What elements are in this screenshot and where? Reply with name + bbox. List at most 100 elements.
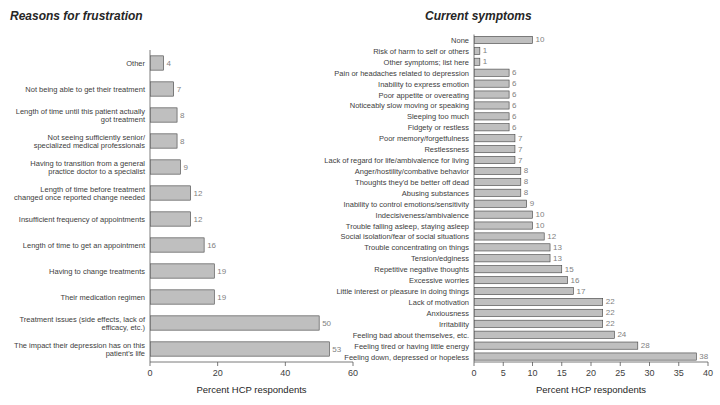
category-label: Not seeing sufficiently senior/specializ… xyxy=(34,132,146,150)
bar xyxy=(474,222,533,229)
category-label-line: Anger/hostility/combative behavior xyxy=(355,166,470,175)
category-label: Indecisiveness/ambivalence xyxy=(376,210,469,219)
bar xyxy=(474,320,603,327)
y-axis-line xyxy=(150,50,151,362)
bar xyxy=(150,212,191,226)
category-label-line: Insufficient frequency of appointments xyxy=(19,215,145,224)
x-tick-label: 35 xyxy=(674,368,684,378)
category-label-line: Other symptoms; list here xyxy=(384,57,469,66)
category-label-line: Little interest or pleasure in doing thi… xyxy=(336,287,469,296)
bar xyxy=(474,102,509,109)
x-tick-label: 40 xyxy=(703,368,713,378)
x-tick xyxy=(474,362,475,366)
x-tick-label: 0 xyxy=(147,368,152,378)
x-axis-line xyxy=(150,362,353,363)
category-label: Fidgety or restless xyxy=(408,123,470,132)
data-label: 8 xyxy=(524,166,529,175)
bar xyxy=(474,189,521,196)
category-label-line: Fidgety or restless xyxy=(408,123,470,132)
category-label: The impact their depression has on thisp… xyxy=(14,340,145,358)
x-tick-label: 30 xyxy=(644,368,654,378)
data-label: 12 xyxy=(194,189,203,198)
x-tick xyxy=(353,362,354,366)
category-label-line: Trouble falling asleep, staying asleep xyxy=(346,221,469,230)
category-label: Length of time before treatmentchanged o… xyxy=(14,184,146,202)
data-label: 7 xyxy=(177,85,182,94)
category-label-line: efficacy, etc.) xyxy=(102,323,146,332)
category-label-line: changed once reported change needed xyxy=(14,193,145,202)
category-label: Repetitive negative thoughts xyxy=(374,265,469,274)
category-label-line: Feeling down, depressed or hopeless xyxy=(344,352,469,361)
bar xyxy=(474,233,544,240)
category-label-line: Thoughts they'd be better off dead xyxy=(355,177,469,186)
data-label: 22 xyxy=(606,308,615,317)
x-tick-label: 0 xyxy=(471,368,476,378)
chart-title: Reasons for frustration xyxy=(10,9,143,23)
category-label: Pain or headaches related to depression xyxy=(334,68,469,77)
bar xyxy=(474,266,562,273)
x-axis-label: Percent HCP respondents xyxy=(196,384,306,395)
data-label: 7 xyxy=(518,145,523,154)
x-tick xyxy=(708,362,709,366)
x-tick-label: 25 xyxy=(615,368,625,378)
category-label: Thoughts they'd be better off dead xyxy=(355,177,469,186)
data-label: 9 xyxy=(530,199,535,208)
category-label: Not being able to get their treatment xyxy=(25,85,146,94)
data-label: 6 xyxy=(512,101,517,110)
bar xyxy=(150,56,164,70)
category-label: Little interest or pleasure in doing thi… xyxy=(336,287,469,296)
chart-panel: Reasons for frustration 4 Other 7 Not being … xyxy=(10,9,358,395)
data-label: 6 xyxy=(512,79,517,88)
bar xyxy=(474,36,533,43)
data-label: 7 xyxy=(518,156,523,165)
category-label-line: Feeling tired or having little energy xyxy=(354,341,469,350)
category-label: Anger/hostility/combative behavior xyxy=(355,166,470,175)
category-label: Anxiousness xyxy=(426,308,469,317)
category-label: Length of time to get an appointment xyxy=(23,241,146,250)
category-label-line: Their medication regimen xyxy=(60,293,145,302)
category-label: Lack of motivation xyxy=(409,297,469,306)
data-label: 8 xyxy=(524,177,529,186)
category-label-line: Risk of harm to self or others xyxy=(373,46,469,55)
category-label-line: Abusing substances xyxy=(402,188,469,197)
data-label: 16 xyxy=(571,276,580,285)
category-label: Feeling down, depressed or hopeless xyxy=(344,352,469,361)
bar xyxy=(474,309,603,316)
x-tick-label: 20 xyxy=(213,368,223,378)
data-label: 9 xyxy=(183,163,188,172)
bar xyxy=(474,178,521,185)
bar xyxy=(474,331,614,338)
category-label-line: Not being able to get their treatment xyxy=(25,85,146,94)
bar xyxy=(474,277,568,284)
bar xyxy=(150,186,191,200)
category-label-line: Inability to control emotions/sensitivit… xyxy=(344,199,470,208)
data-label: 1 xyxy=(483,46,488,55)
category-label: Trouble falling asleep, staying asleep xyxy=(346,221,469,230)
bar xyxy=(150,82,174,96)
category-label: Other xyxy=(126,59,145,68)
category-label-line: Pain or headaches related to depression xyxy=(334,68,469,77)
chart-figure: Reasons for frustration 4 Other 7 Not being … xyxy=(0,0,720,405)
category-label: Having to transition from a generalpract… xyxy=(30,158,146,176)
x-tick xyxy=(561,362,562,366)
data-label: 8 xyxy=(180,137,185,146)
bar xyxy=(474,287,573,294)
bar xyxy=(474,69,509,76)
data-label: 22 xyxy=(606,297,615,306)
bars xyxy=(150,56,329,356)
bar xyxy=(150,290,214,304)
data-label: 7 xyxy=(518,134,523,143)
x-tick xyxy=(678,362,679,366)
category-label: Feeling bad about themselves, etc. xyxy=(353,330,469,339)
category-label-line: practice doctor to a specialist xyxy=(48,167,146,176)
x-tick-label: 60 xyxy=(348,368,358,378)
x-tick xyxy=(649,362,650,366)
bar xyxy=(474,58,480,65)
category-label-line: Feeling bad about themselves, etc. xyxy=(353,330,469,339)
data-label: 4 xyxy=(167,59,172,68)
x-tick-label: 5 xyxy=(501,368,506,378)
data-label: 10 xyxy=(536,210,545,219)
bar xyxy=(150,160,180,174)
category-label-line: Social isolation/fear of social situatio… xyxy=(341,232,470,241)
category-label-line: Irritability xyxy=(439,319,469,328)
